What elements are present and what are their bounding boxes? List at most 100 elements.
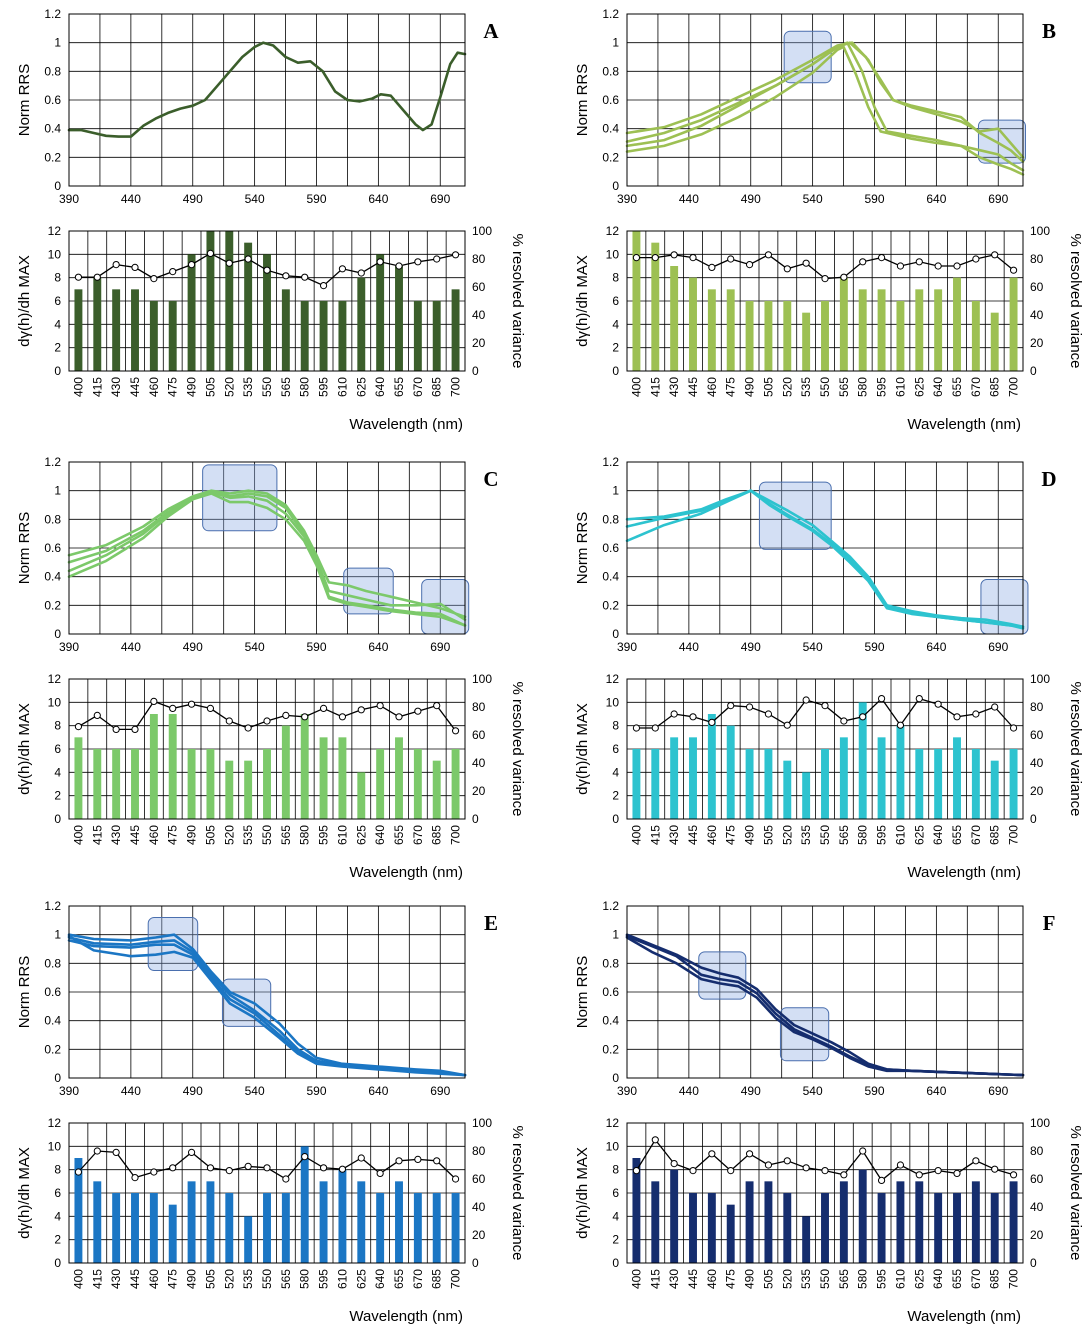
spectra-plot: 0 0.2 0.4 0.6 0.8 1 1.2 390 440 490 540 590 640 690 No… bbox=[574, 455, 1057, 654]
x-tick-label: 535 bbox=[799, 825, 813, 845]
spectra-plot: 0 0.2 0.4 0.6 0.8 1 1.2 390 440 490 540 590 640 690 No… bbox=[16, 899, 498, 1098]
y2-tick-label: 60 bbox=[1030, 1172, 1044, 1186]
variance-point bbox=[263, 717, 271, 725]
x-tick-label: 550 bbox=[818, 1269, 832, 1289]
bar bbox=[821, 301, 829, 371]
variance-point bbox=[112, 1148, 120, 1157]
y-tick-label: 0.8 bbox=[44, 512, 61, 526]
x-tick-label: 520 bbox=[222, 825, 236, 845]
y-tick-label: 1 bbox=[612, 36, 619, 50]
x-tick-label: 490 bbox=[185, 825, 199, 845]
x-tick-label: 580 bbox=[856, 1269, 870, 1289]
variance-point bbox=[433, 1157, 441, 1165]
bar bbox=[821, 749, 829, 819]
bar bbox=[244, 1216, 253, 1263]
bar bbox=[689, 1193, 697, 1263]
x-tick-label: 415 bbox=[648, 377, 662, 397]
x-tick-label: 520 bbox=[222, 377, 236, 397]
y-tick-label: 1 bbox=[54, 928, 61, 942]
x-tick-label: 590 bbox=[864, 192, 884, 206]
y2-axis-label: % resolved variance bbox=[1067, 681, 1084, 816]
bar bbox=[707, 714, 716, 819]
x-tick-label: 430 bbox=[109, 377, 123, 397]
bar bbox=[764, 749, 773, 819]
y-tick-label: 6 bbox=[612, 742, 619, 756]
variance-point bbox=[727, 255, 735, 263]
bar bbox=[858, 1169, 867, 1263]
panel-letter: A bbox=[483, 19, 499, 43]
y2-tick-label: 80 bbox=[1030, 252, 1044, 266]
y-tick-label: 0.6 bbox=[602, 93, 619, 107]
x-tick-label: 445 bbox=[686, 1269, 700, 1289]
spectrum-curve bbox=[625, 41, 1025, 159]
bar bbox=[300, 301, 309, 371]
spectrum-curve bbox=[625, 936, 1025, 1077]
x-tick-label: 460 bbox=[147, 1269, 161, 1289]
y-tick-label: 2 bbox=[54, 341, 61, 355]
plot-frame bbox=[626, 905, 1024, 1079]
bar bbox=[915, 749, 924, 819]
x-tick-label: 640 bbox=[373, 377, 387, 397]
y-tick-label: 0.8 bbox=[602, 64, 619, 78]
x-tick-label: 690 bbox=[430, 640, 450, 654]
y-tick-label: 1 bbox=[612, 928, 619, 942]
x-tick-label: 700 bbox=[449, 825, 463, 845]
bar bbox=[300, 714, 309, 819]
variance-point bbox=[896, 1161, 905, 1169]
y2-tick-label: 100 bbox=[472, 224, 492, 238]
x-axis-label: Wavelength (nm) bbox=[907, 1308, 1021, 1325]
variance-point bbox=[112, 261, 120, 269]
bar bbox=[187, 1181, 196, 1263]
y-tick-label: 2 bbox=[54, 1233, 61, 1247]
y-axis-label: dγ(h)/dh MAX bbox=[574, 255, 591, 347]
x-tick-label: 590 bbox=[306, 192, 326, 206]
bar bbox=[93, 1181, 102, 1263]
variance-point bbox=[376, 702, 384, 710]
y-tick-label: 8 bbox=[54, 1163, 61, 1177]
x-tick-label: 535 bbox=[241, 825, 255, 845]
y-tick-label: 0.6 bbox=[44, 985, 61, 999]
y-tick-label: 2 bbox=[612, 341, 619, 355]
bar bbox=[670, 266, 679, 371]
panel-letter: B bbox=[1042, 19, 1056, 43]
y-tick-label: 12 bbox=[606, 1116, 620, 1130]
bar-plot: 0 2 4 6 8 10 12 0 20 40 60 80 100 400 415 430 445 460 475 4… bbox=[16, 224, 526, 433]
bar bbox=[1009, 277, 1018, 371]
y2-tick-label: 20 bbox=[472, 784, 486, 798]
variance-point bbox=[840, 717, 848, 725]
variance-point bbox=[301, 1153, 309, 1161]
y-tick-label: 4 bbox=[612, 317, 619, 331]
bar bbox=[149, 714, 158, 819]
panel-letter: C bbox=[483, 467, 498, 491]
variance-point bbox=[357, 1154, 365, 1162]
variance-point bbox=[991, 251, 999, 259]
y-tick-label: 0 bbox=[612, 627, 619, 641]
bar bbox=[149, 1193, 158, 1263]
plot-frame bbox=[68, 13, 466, 187]
bar bbox=[745, 301, 754, 371]
bar bbox=[112, 749, 121, 819]
y-tick-label: 0.4 bbox=[44, 122, 61, 136]
variance-point bbox=[745, 261, 754, 269]
bar bbox=[726, 289, 735, 371]
variance-point bbox=[1009, 724, 1018, 732]
y-tick-label: 0.6 bbox=[602, 541, 619, 555]
variance-point bbox=[896, 721, 905, 729]
x-tick-label: 640 bbox=[931, 825, 945, 845]
bar bbox=[376, 749, 385, 819]
y-tick-label: 1.2 bbox=[44, 455, 61, 469]
variance-point bbox=[877, 254, 886, 262]
bar bbox=[413, 1193, 422, 1263]
bar bbox=[263, 749, 271, 819]
y-tick-label: 0.6 bbox=[44, 93, 61, 107]
y-tick-label: 10 bbox=[606, 695, 620, 709]
bar bbox=[953, 1193, 961, 1263]
x-tick-label: 565 bbox=[279, 825, 293, 845]
x-tick-label: 540 bbox=[245, 1084, 265, 1098]
variance-point bbox=[859, 1147, 867, 1155]
plot-frame bbox=[626, 1122, 1024, 1264]
x-tick-label: 595 bbox=[875, 825, 889, 845]
y-tick-label: 1 bbox=[612, 484, 619, 498]
